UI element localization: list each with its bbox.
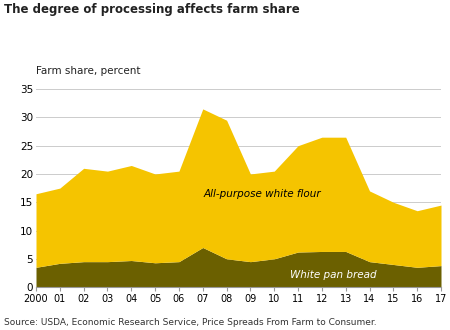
Text: Source: USDA, Economic Research Service, Price Spreads From Farm to Consumer.: Source: USDA, Economic Research Service,… <box>4 318 377 327</box>
Text: White pan bread: White pan bread <box>291 270 377 280</box>
Text: The degree of processing affects farm share: The degree of processing affects farm sh… <box>4 3 300 16</box>
Text: All-purpose white flour: All-purpose white flour <box>203 189 321 199</box>
Text: Farm share, percent: Farm share, percent <box>36 66 140 76</box>
